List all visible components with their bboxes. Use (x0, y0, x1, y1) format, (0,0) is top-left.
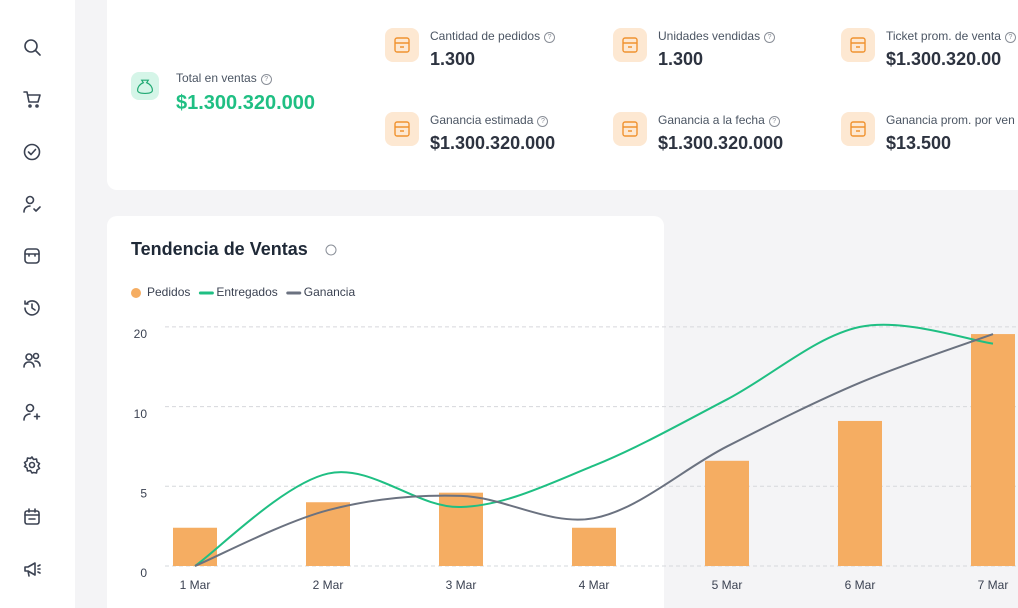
users-icon[interactable] (22, 350, 42, 370)
x-tick-label: 6 Mar (845, 578, 876, 592)
help-icon[interactable] (325, 244, 337, 256)
x-tick-label: 7 Mar (978, 578, 1009, 592)
x-tick-label: 3 Mar (446, 578, 477, 592)
legend-marker (131, 288, 141, 298)
bar (971, 334, 1015, 566)
stat-value: 1.300 (430, 49, 476, 69)
chart-title: Tendencia de Ventas (131, 239, 308, 259)
line (194, 323, 994, 567)
total-label: Total en ventas? (176, 71, 272, 85)
calendar-icon[interactable] (22, 507, 42, 527)
legend-label: Pedidos (147, 285, 190, 299)
stat-label-text: Ganancia a la fecha (658, 113, 765, 127)
stat-label-text: Ganancia estimada (430, 113, 534, 127)
stat-value: $1.300.320.00 (886, 49, 1002, 69)
bar (439, 492, 483, 566)
stat-label-text: Cantidad de pedidos (430, 29, 541, 43)
y-tick-label: 20 (134, 327, 148, 341)
stat-value: $13.500 (886, 133, 952, 153)
stat-label-text: Ticket prom. de venta (886, 29, 1001, 43)
stat-value: 1.300 (658, 49, 704, 69)
stat-icon (385, 28, 419, 62)
stat-label: Ganancia prom. por ven? (886, 113, 1018, 127)
user-check-icon[interactable] (22, 194, 42, 214)
history-icon[interactable] (22, 298, 42, 318)
cart-icon[interactable] (22, 89, 42, 109)
stat-label-text: Unidades vendidas (658, 29, 761, 43)
stat-value: $1.300.320.000 (658, 133, 784, 153)
user-add-icon[interactable] (22, 402, 42, 422)
bar (572, 527, 616, 566)
money-icon (131, 72, 159, 100)
check-icon[interactable] (22, 142, 42, 162)
search-icon[interactable] (22, 37, 42, 57)
chart: Tendencia de Ventas 0 5 10 20 1 Mar 2 Mar 3 Ma… (131, 239, 1018, 592)
stat-label: Unidades vendidas? (658, 29, 776, 43)
stat-label: Ganancia estimada? (430, 113, 549, 127)
stat-icon (841, 112, 875, 146)
stat-icon (613, 28, 647, 62)
legend-label: Ganancia (304, 285, 356, 299)
y-tick-label: 0 (140, 566, 147, 580)
stat-label-text: Ganancia prom. por ven (886, 113, 1015, 127)
legend-label: Entregados (216, 285, 277, 299)
summary-card: Total en ventas? $1.300.320.000 Cantidad… (107, 0, 1018, 190)
stat-label: Cantidad de pedidos? (430, 29, 556, 43)
total-value: $1.300.320.000 (176, 92, 316, 114)
settings-icon[interactable] (22, 455, 42, 475)
x-tick-label: 1 Mar (180, 578, 211, 592)
sidebar (0, 0, 75, 608)
stat-icon (841, 28, 875, 62)
x-tick-label: 5 Mar (712, 578, 743, 592)
bar (306, 502, 350, 566)
megaphone-icon[interactable] (22, 559, 42, 579)
stat-icon (613, 112, 647, 146)
stat-label: Ganancia a la fecha? (658, 113, 780, 127)
bar (705, 460, 749, 566)
line (194, 333, 994, 567)
bar (838, 420, 882, 566)
stat-icon (385, 112, 419, 146)
y-tick-label: 5 (140, 486, 147, 500)
x-tick-label: 4 Mar (579, 578, 610, 592)
stat-label: Ticket prom. de venta? (886, 29, 1016, 43)
store-icon[interactable] (22, 246, 42, 266)
bar (173, 527, 217, 566)
y-tick-label: 10 (134, 407, 148, 421)
x-tick-label: 2 Mar (313, 578, 344, 592)
stat-value: $1.300.320.000 (430, 133, 556, 153)
